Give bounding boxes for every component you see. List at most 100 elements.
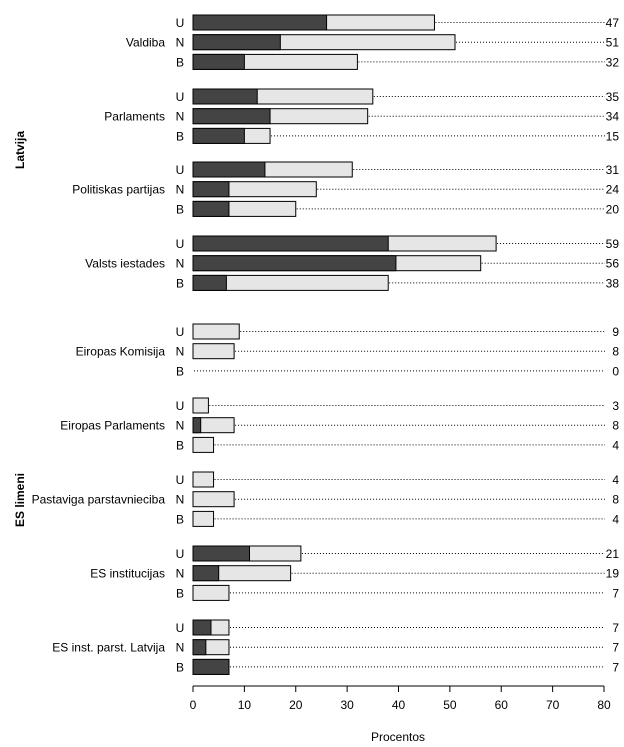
row-sub-label: N xyxy=(176,419,185,433)
value-label: 3 xyxy=(612,399,619,413)
row-sub-label: B xyxy=(176,512,184,526)
bar-total xyxy=(192,436,215,453)
x-tick-label: 60 xyxy=(495,698,509,712)
value-label: 7 xyxy=(612,660,619,674)
category-label: Pastaviga parstavnieciba xyxy=(32,493,166,507)
row-sub-label: B xyxy=(176,586,184,600)
bar-segment-dark xyxy=(192,565,220,582)
row-sub-label: B xyxy=(176,202,184,216)
row-sub-label: U xyxy=(176,473,185,487)
bar-total xyxy=(192,491,235,508)
row-sub-label: B xyxy=(176,276,184,290)
row-sub-label: N xyxy=(176,110,185,124)
value-label: 9 xyxy=(612,325,619,339)
bar-total xyxy=(192,323,240,340)
value-label: 51 xyxy=(606,36,620,50)
row-sub-label: B xyxy=(176,55,184,69)
bar-segment-dark xyxy=(192,235,389,252)
bar-segment-dark xyxy=(192,14,328,31)
bar-total xyxy=(192,510,215,527)
row-sub-label: U xyxy=(176,621,185,635)
row-sub-label: U xyxy=(176,325,185,339)
bar-segment-dark xyxy=(192,417,202,434)
x-tick-label: 30 xyxy=(340,698,354,712)
value-label: 15 xyxy=(606,129,620,143)
bar-segment-dark xyxy=(192,181,230,198)
x-tick-label: 70 xyxy=(546,698,560,712)
x-tick-label: 50 xyxy=(443,698,457,712)
row-sub-label: B xyxy=(176,660,184,674)
category-label: Politiskas partijas xyxy=(72,183,165,197)
value-label: 19 xyxy=(606,567,620,581)
bar-segment-dark xyxy=(192,545,251,562)
row-sub-label: N xyxy=(176,567,185,581)
value-label: 4 xyxy=(612,512,619,526)
value-label: 8 xyxy=(612,345,619,359)
x-tick-label: 40 xyxy=(392,698,406,712)
row-sub-label: N xyxy=(176,345,185,359)
value-label: 56 xyxy=(606,257,620,271)
bar-total xyxy=(192,471,215,488)
bar-segment-dark xyxy=(192,639,207,656)
value-label: 47 xyxy=(606,16,620,30)
row-sub-label: U xyxy=(176,399,185,413)
bar-segment-dark xyxy=(192,161,266,178)
bar-segment-dark xyxy=(192,274,227,291)
group-label: ES limeni xyxy=(13,473,27,527)
row-sub-label: N xyxy=(176,183,185,197)
value-label: 4 xyxy=(612,473,619,487)
row-sub-label: N xyxy=(176,257,185,271)
bar-segment-dark xyxy=(192,53,245,70)
row-sub-label: N xyxy=(176,36,185,50)
value-label: 35 xyxy=(606,90,620,104)
value-label: 8 xyxy=(612,493,619,507)
row-sub-label: U xyxy=(176,547,185,561)
category-label: Parlaments xyxy=(104,110,165,124)
bar-segment-dark xyxy=(192,619,212,636)
value-label: 31 xyxy=(606,163,620,177)
bar-total xyxy=(192,397,209,414)
value-label: 32 xyxy=(606,55,620,69)
value-label: 38 xyxy=(606,276,620,290)
bar-segment-dark xyxy=(192,658,230,675)
bar-segment-dark xyxy=(192,108,271,125)
bar-segment-dark xyxy=(192,127,245,144)
row-sub-label: U xyxy=(176,237,185,251)
row-sub-label: N xyxy=(176,493,185,507)
row-sub-label: U xyxy=(176,90,185,104)
value-label: 20 xyxy=(606,202,620,216)
category-label: Eiropas Parlaments xyxy=(60,419,165,433)
value-label: 21 xyxy=(606,547,620,561)
value-label: 59 xyxy=(606,237,620,251)
bar-total xyxy=(192,584,230,601)
bar-segment-dark xyxy=(192,200,230,217)
x-axis: 0 10 20 30 40 50 60 70 80 xyxy=(190,685,611,712)
x-tick-label: 10 xyxy=(238,698,252,712)
category-label: ES inst. parst. Latvija xyxy=(52,641,165,655)
bar-segment-dark xyxy=(192,88,258,105)
value-label: 24 xyxy=(606,183,620,197)
x-axis-label: Procentos xyxy=(371,730,425,744)
category-label: Eiropas Komisija xyxy=(76,345,166,359)
group-label: Latvija xyxy=(13,131,27,169)
row-sub-label: B xyxy=(176,438,184,452)
row-sub-label: N xyxy=(176,641,185,655)
value-label: 7 xyxy=(612,621,619,635)
value-label: 8 xyxy=(612,419,619,433)
row-sub-label: U xyxy=(176,163,185,177)
row-sub-label: B xyxy=(176,129,184,143)
category-label: Valdiba xyxy=(126,36,165,50)
bar-segment-dark xyxy=(192,255,397,272)
row-sub-label: B xyxy=(176,364,184,378)
value-label: 7 xyxy=(612,641,619,655)
row-sub-label: U xyxy=(176,16,185,30)
category-label: ES institucijas xyxy=(90,567,165,581)
x-tick-label: 20 xyxy=(289,698,303,712)
category-label: Valsts iestades xyxy=(85,257,165,271)
value-label: 0 xyxy=(612,364,619,378)
bar-segment-dark xyxy=(192,34,281,51)
value-label: 7 xyxy=(612,586,619,600)
value-label: 34 xyxy=(606,110,620,124)
